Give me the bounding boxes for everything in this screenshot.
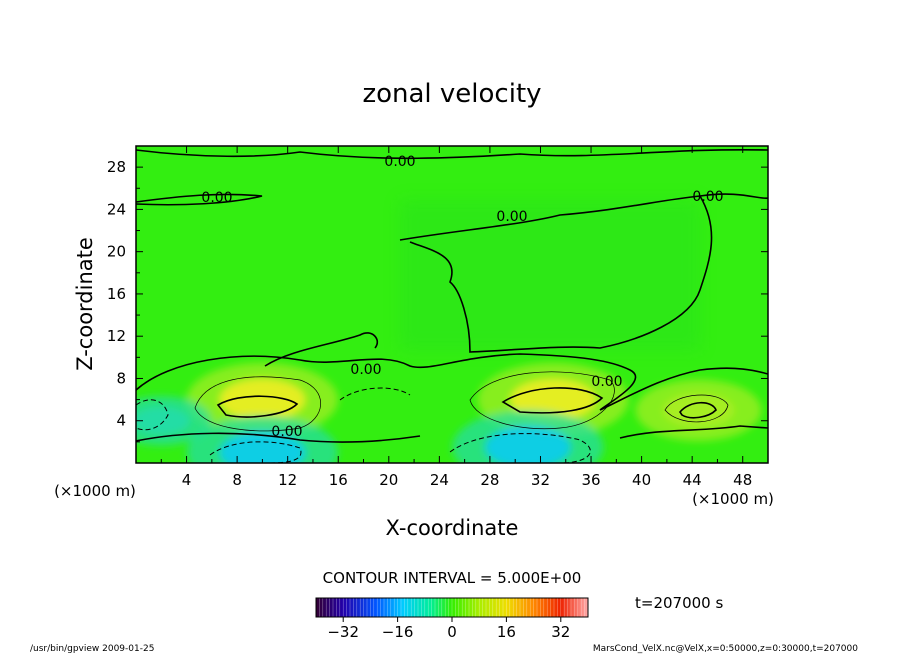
chart-title: zonal velocity	[362, 79, 541, 109]
y-tick-label: 4	[116, 412, 126, 430]
plot-area: 0.00 0.00 0.00 0.00 0.00 0.00 0.00	[136, 146, 768, 463]
x-unit-left: (×1000 m)	[54, 482, 136, 500]
field-feature-core	[219, 378, 306, 421]
y-axis-ticks: 4 8 12 16 20 24 28	[107, 158, 768, 443]
colorbar-tick-label: −32	[327, 623, 359, 641]
field-feature-core	[219, 431, 306, 463]
contour-labels: 0.00 0.00 0.00 0.00 0.00 0.00 0.00	[201, 154, 723, 440]
x-tick-label: 48	[733, 471, 752, 489]
y-tick-label: 28	[107, 158, 126, 176]
field-shade	[400, 200, 700, 350]
colorbar-tick-label: −16	[382, 623, 414, 641]
contour-label: 0.00	[271, 424, 302, 440]
contour-label: 0.00	[591, 374, 622, 390]
field-features	[136, 362, 762, 463]
y-tick-label: 16	[107, 285, 126, 303]
contour-label: 0.00	[496, 209, 527, 225]
x-tick-label: 12	[278, 471, 297, 489]
field-feature-core	[484, 426, 572, 463]
footer-left: /usr/bin/gpview 2009-01-25	[30, 644, 154, 654]
colorbar-tick-label: 32	[551, 623, 570, 641]
x-tick-label: 4	[182, 471, 192, 489]
plot-frame	[135, 145, 769, 464]
x-tick-label: 32	[531, 471, 550, 489]
colorbar-tick-label: 0	[447, 623, 457, 641]
contour-label: 0.00	[350, 362, 381, 378]
y-axis-label: Z-coordinate	[73, 237, 97, 371]
colorbar-ticks: −32 −16 0 16 32	[327, 617, 570, 641]
x-tick-label: 8	[232, 471, 242, 489]
y-tick-label: 8	[116, 369, 126, 387]
x-tick-label: 28	[480, 471, 499, 489]
contour-label: 0.00	[384, 154, 415, 170]
footer-right: MarsCond_VelX.nc@VelX,x=0:50000,z=0:3000…	[593, 644, 858, 654]
x-tick-label: 16	[329, 471, 348, 489]
contour-interval: CONTOUR INTERVAL = 5.000E+00	[323, 569, 582, 587]
colorbar-segments	[319, 598, 585, 617]
y-tick-label: 24	[107, 200, 126, 218]
contour-label: 0.00	[692, 189, 723, 205]
x-tick-label: 24	[430, 471, 449, 489]
contour-lines	[136, 148, 768, 443]
field-feature-core	[136, 406, 191, 435]
field-feature-core	[662, 392, 735, 428]
x-tick-label: 44	[683, 471, 702, 489]
colorbar-tick-label: 16	[497, 623, 516, 641]
x-tick-label: 36	[581, 471, 600, 489]
x-tick-label: 20	[379, 471, 398, 489]
contour-label: 0.00	[201, 190, 232, 206]
time-label: t=207000 s	[635, 594, 723, 612]
x-unit-right: (×1000 m)	[692, 490, 774, 508]
y-tick-label: 12	[107, 327, 126, 345]
x-axis-ticks: 4 8 12 16 20 24 28 32 36 40 44 48	[160, 146, 752, 489]
y-tick-label: 20	[107, 243, 126, 261]
x-tick-label: 40	[632, 471, 651, 489]
x-axis-label: X-coordinate	[386, 516, 519, 540]
